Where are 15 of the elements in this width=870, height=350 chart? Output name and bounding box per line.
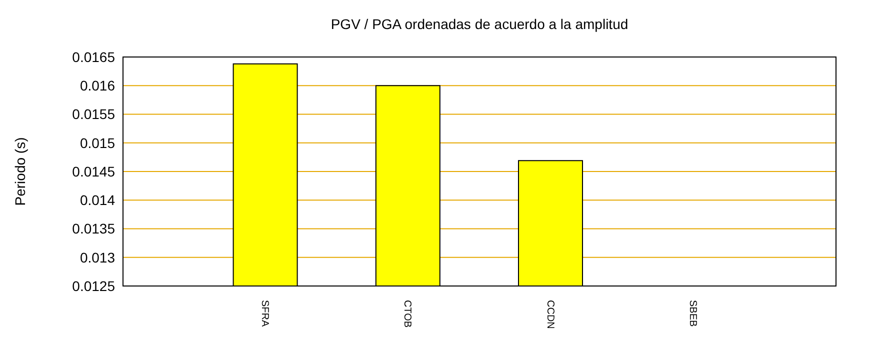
y-tick-label: 0.0165 xyxy=(72,48,116,65)
x-tick-label: CCDN xyxy=(544,300,556,329)
y-tick-label: 0.016 xyxy=(80,78,116,94)
y-tick-label: 0.014 xyxy=(80,192,116,208)
y-tick-label: 0.0125 xyxy=(72,278,116,294)
y-tick-label: 0.013 xyxy=(80,249,116,266)
y-tick-label: 0.015 xyxy=(80,134,116,151)
y-axis-title: Periodo (s) xyxy=(12,137,28,206)
x-tick-label: SFRA xyxy=(259,300,270,327)
x-tick-label: CTOB xyxy=(402,300,413,328)
y-tick-label: 0.0155 xyxy=(72,106,116,122)
y-tick-label: 0.0135 xyxy=(72,220,116,237)
y-tick-label: 0.0145 xyxy=(72,163,116,180)
chart-title: PGV / PGA ordenadas de acuerdo a la amplitud xyxy=(330,16,630,32)
x-tick-label: SBEB xyxy=(686,300,698,328)
